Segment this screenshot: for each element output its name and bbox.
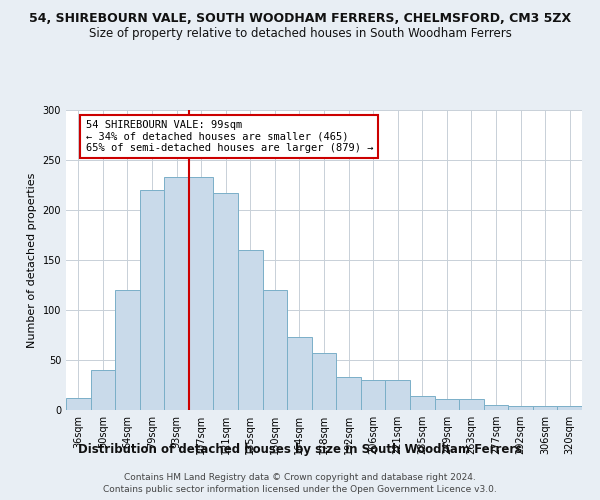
Bar: [312, 353, 336, 410]
Bar: [164, 177, 189, 410]
Bar: [115, 290, 140, 410]
Text: Contains public sector information licensed under the Open Government Licence v3: Contains public sector information licen…: [103, 485, 497, 494]
Text: Contains HM Land Registry data © Crown copyright and database right 2024.: Contains HM Land Registry data © Crown c…: [124, 472, 476, 482]
Text: 54, SHIREBOURN VALE, SOUTH WOODHAM FERRERS, CHELMSFORD, CM3 5ZX: 54, SHIREBOURN VALE, SOUTH WOODHAM FERRE…: [29, 12, 571, 26]
Bar: [238, 250, 263, 410]
Y-axis label: Number of detached properties: Number of detached properties: [27, 172, 37, 348]
Bar: [214, 193, 238, 410]
Bar: [361, 380, 385, 410]
Bar: [410, 396, 434, 410]
Bar: [91, 370, 115, 410]
Text: 54 SHIREBOURN VALE: 99sqm
← 34% of detached houses are smaller (465)
65% of semi: 54 SHIREBOURN VALE: 99sqm ← 34% of detac…: [86, 120, 373, 153]
Text: Distribution of detached houses by size in South Woodham Ferrers: Distribution of detached houses by size …: [78, 442, 522, 456]
Bar: [459, 399, 484, 410]
Bar: [336, 377, 361, 410]
Bar: [140, 190, 164, 410]
Bar: [385, 380, 410, 410]
Bar: [263, 290, 287, 410]
Bar: [287, 337, 312, 410]
Bar: [533, 406, 557, 410]
Bar: [66, 398, 91, 410]
Bar: [189, 177, 214, 410]
Text: Size of property relative to detached houses in South Woodham Ferrers: Size of property relative to detached ho…: [89, 28, 511, 40]
Bar: [434, 399, 459, 410]
Bar: [484, 405, 508, 410]
Bar: [557, 406, 582, 410]
Bar: [508, 406, 533, 410]
